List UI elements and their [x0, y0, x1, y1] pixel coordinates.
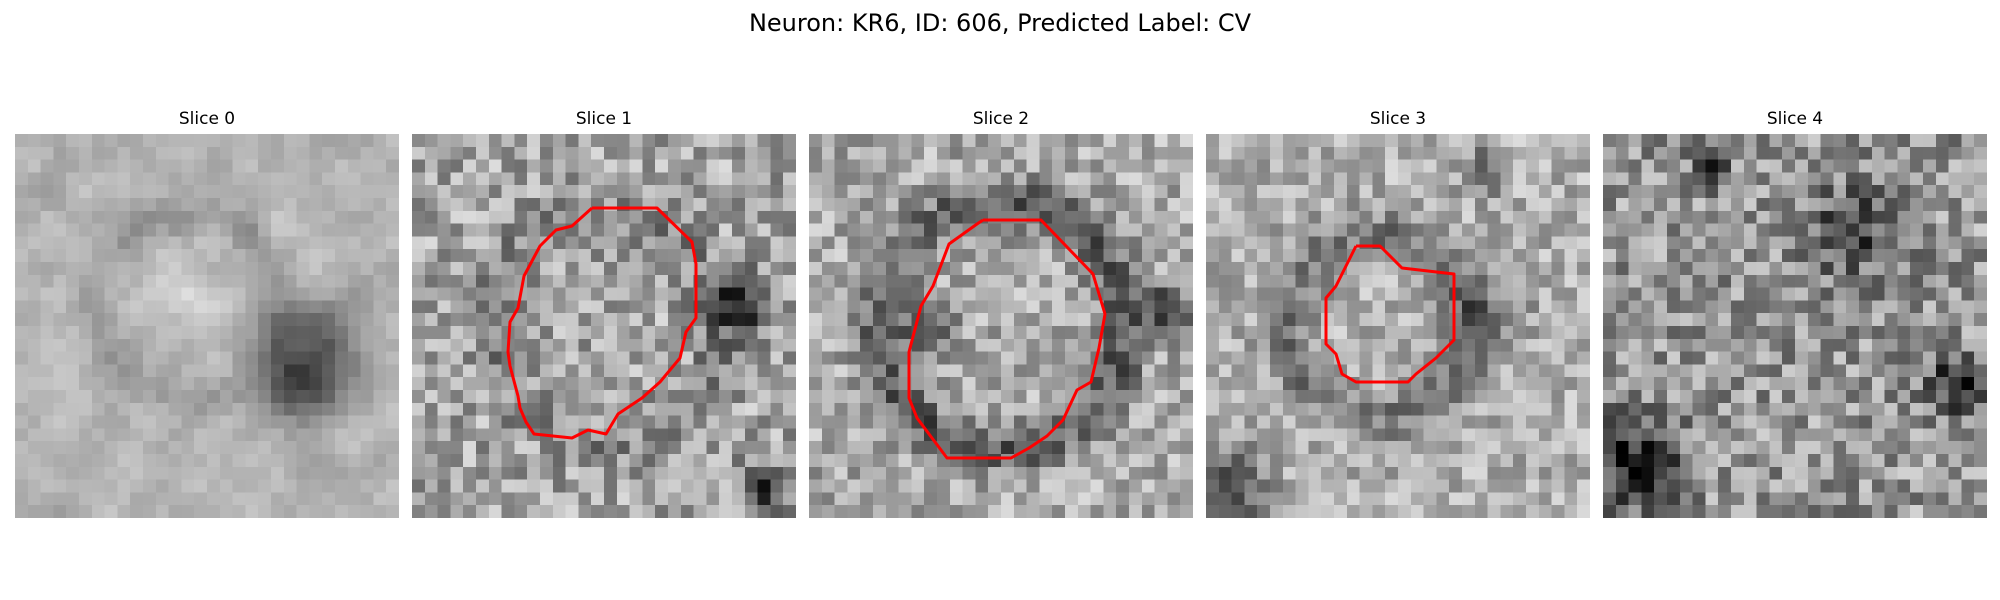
slice-panel-2: Slice 2 — [809, 108, 1193, 520]
slice-title: Slice 2 — [972, 109, 1030, 129]
slice-title: Slice 4 — [1766, 109, 1824, 129]
slice-title: Slice 1 — [575, 109, 633, 129]
slice-panel-4: Slice 4 — [1603, 108, 1987, 520]
slice-panel-0: Slice 0 — [15, 108, 399, 520]
slice-image — [1206, 134, 1590, 518]
figure-title: Neuron: KR6, ID: 606, Predicted Label: C… — [748, 9, 1252, 37]
slice-image — [412, 134, 796, 518]
slice-title: Slice 3 — [1369, 109, 1427, 129]
slice-image — [809, 134, 1193, 518]
slice-title: Slice 0 — [178, 109, 236, 129]
slice-panel-3: Slice 3 — [1206, 108, 1590, 520]
slice-image — [1603, 134, 1987, 518]
slice-image — [15, 134, 399, 518]
slice-panel-1: Slice 1 — [412, 108, 796, 520]
